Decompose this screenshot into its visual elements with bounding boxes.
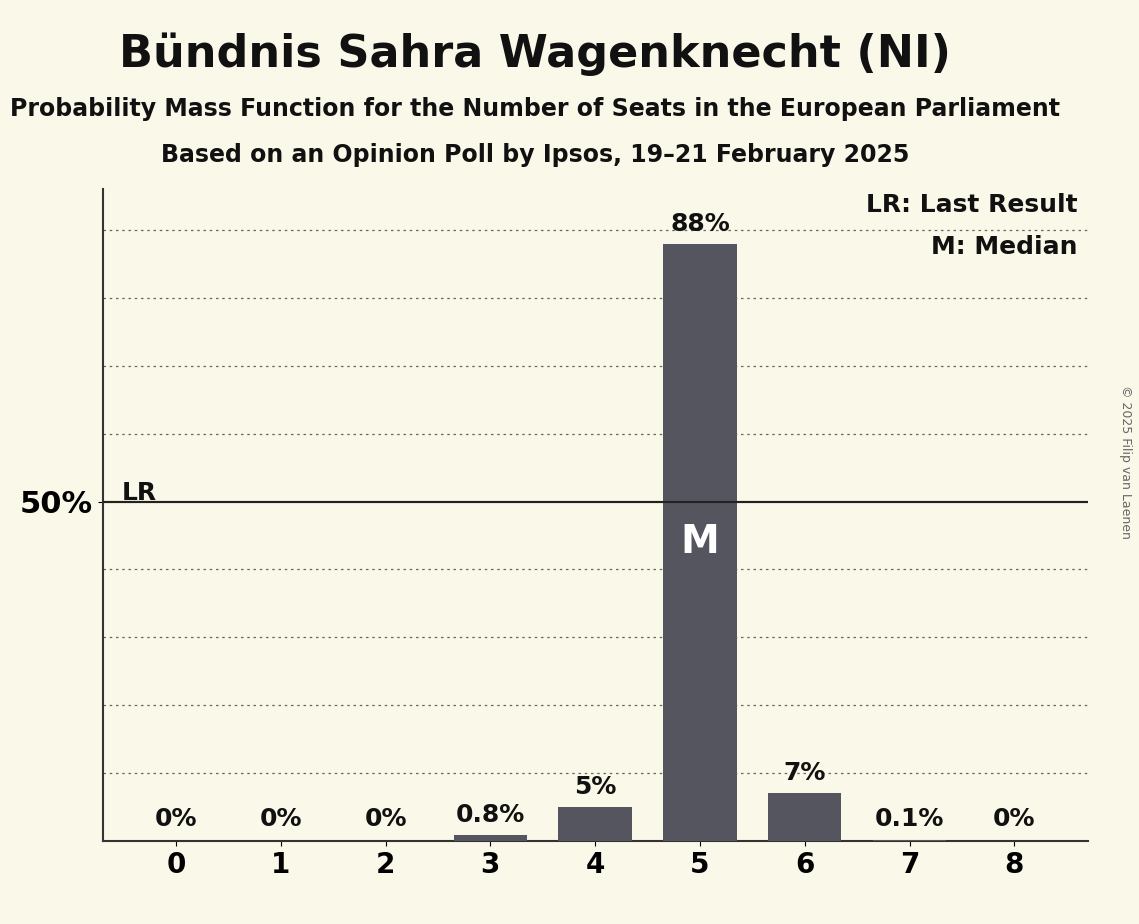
Text: 0%: 0% xyxy=(155,807,197,831)
Text: 88%: 88% xyxy=(670,212,730,236)
Text: 0%: 0% xyxy=(260,807,302,831)
Text: LR: LR xyxy=(122,481,157,505)
Text: 5%: 5% xyxy=(574,774,616,798)
Text: 0.8%: 0.8% xyxy=(456,803,525,827)
Text: Probability Mass Function for the Number of Seats in the European Parliament: Probability Mass Function for the Number… xyxy=(10,97,1060,121)
Text: LR: Last Result: LR: Last Result xyxy=(867,193,1077,216)
Text: 7%: 7% xyxy=(784,761,826,785)
Text: M: M xyxy=(681,523,720,561)
Text: M: Median: M: Median xyxy=(932,235,1077,259)
Bar xyxy=(663,244,737,841)
Text: 0%: 0% xyxy=(364,807,407,831)
Bar xyxy=(558,807,632,841)
Text: © 2025 Filip van Laenen: © 2025 Filip van Laenen xyxy=(1118,385,1132,539)
Text: Bündnis Sahra Wagenknecht (NI): Bündnis Sahra Wagenknecht (NI) xyxy=(120,32,951,76)
Bar xyxy=(768,794,842,841)
Text: Based on an Opinion Poll by Ipsos, 19–21 February 2025: Based on an Opinion Poll by Ipsos, 19–21… xyxy=(161,143,910,167)
Text: 0%: 0% xyxy=(993,807,1035,831)
Bar xyxy=(453,835,527,841)
Text: 0.1%: 0.1% xyxy=(875,807,944,831)
